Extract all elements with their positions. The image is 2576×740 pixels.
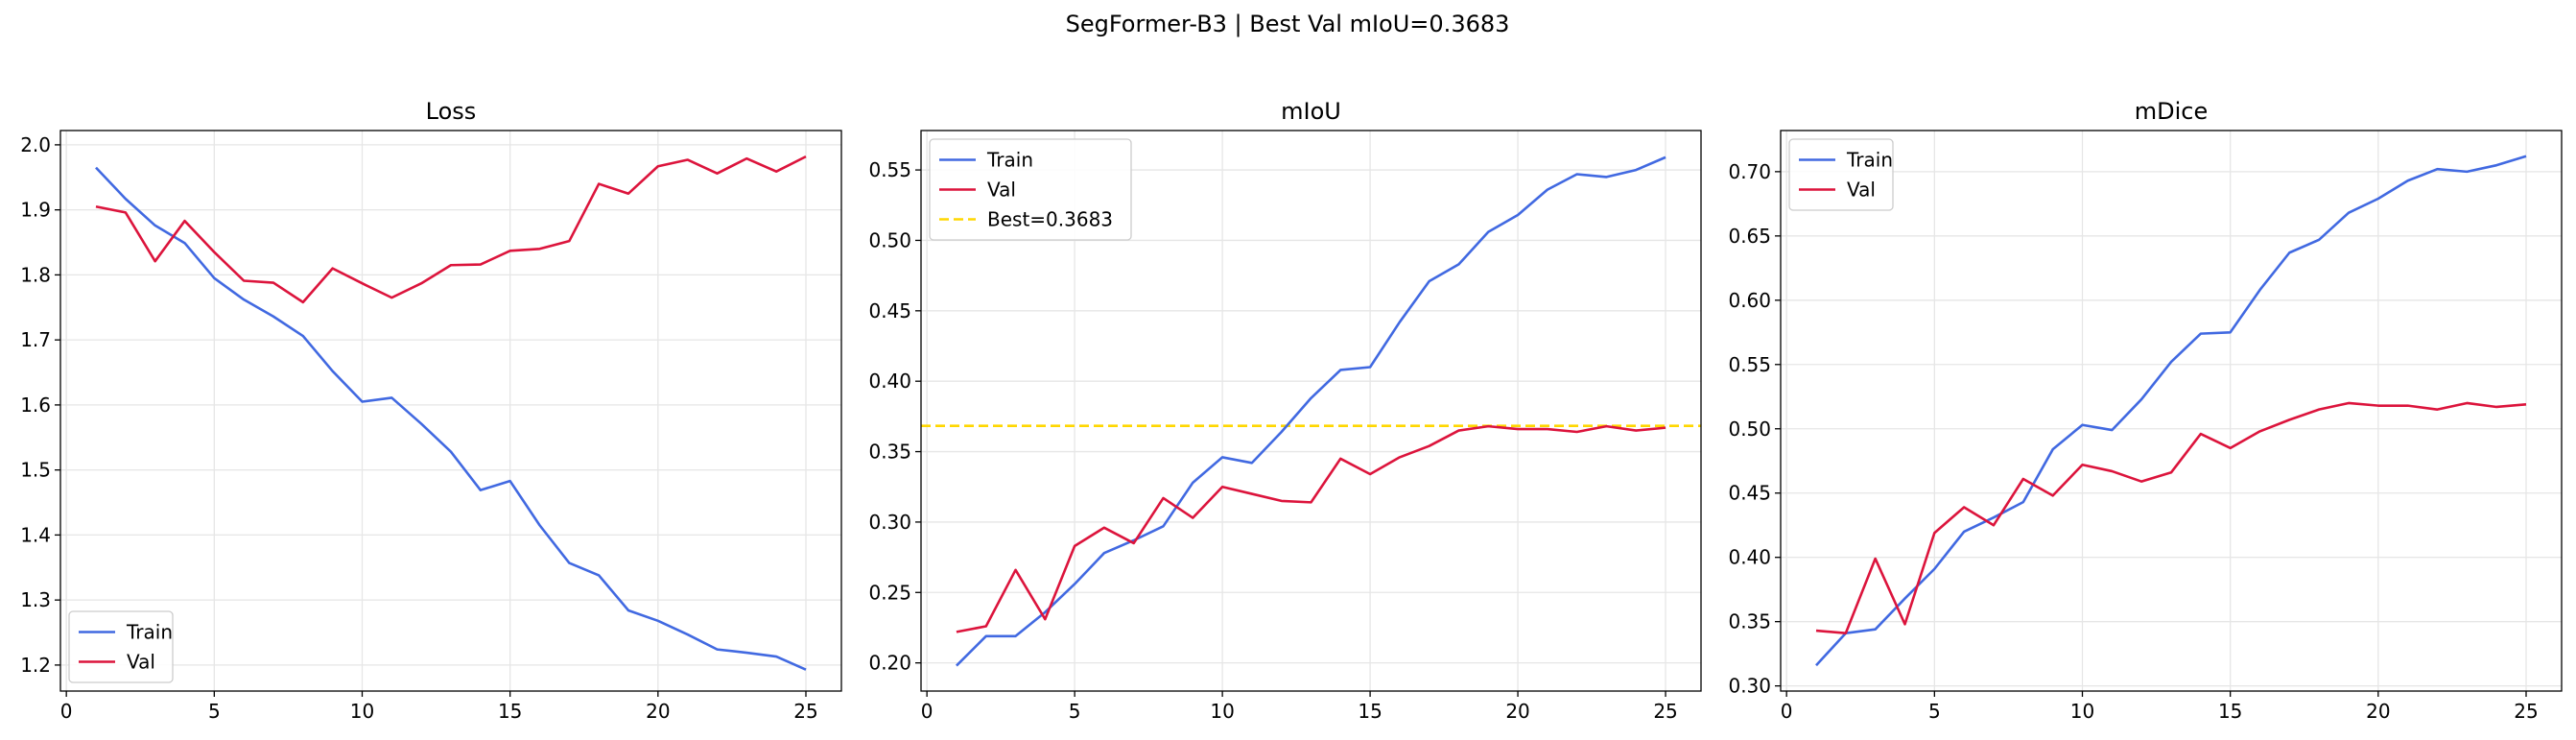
figure-title: SegFormer-B3 | Best Val mIoU=0.3683 [1066, 11, 1510, 37]
axes-frame [920, 130, 1702, 692]
series-line-val [956, 424, 1666, 633]
y-tick-label: 0.45 [1728, 482, 1771, 505]
x-tick-label: 20 [2366, 700, 2390, 723]
y-tick-label: 1.2 [20, 654, 51, 677]
legend-label: Train [1846, 149, 1893, 172]
y-tick-label: 0.60 [1728, 289, 1771, 312]
axes-frame [1780, 130, 2563, 692]
x-tick-label: 10 [350, 700, 374, 723]
y-tick-label: 0.35 [868, 441, 911, 464]
legend-label: Train [126, 621, 173, 644]
y-tick-label: 1.6 [20, 394, 51, 417]
x-tick-label: 10 [2070, 700, 2094, 723]
y-tick-label: 0.40 [868, 370, 911, 393]
legend-box [929, 138, 1132, 241]
x-tick-label: 0 [1781, 700, 1793, 723]
x-tick-label: 25 [2514, 700, 2538, 723]
panel-loss: 0 5 10 15 20 25 1.2 1.3 1.4 1.5 1.6 1.7 1.8 1.9 2.0 Los… [20, 98, 842, 723]
x-tick-label: 15 [1358, 700, 1382, 723]
x-tick-label: 25 [1653, 700, 1677, 723]
y-tick-label: 1.4 [20, 523, 51, 546]
y-tick-label: 0.50 [1728, 418, 1771, 441]
axes-frame [59, 130, 842, 692]
x-tick-label: 15 [498, 700, 522, 723]
y-tick-label: 0.65 [1728, 225, 1771, 248]
legend-label: Best=0.3683 [987, 208, 1113, 231]
y-tick-label: 1.5 [20, 459, 51, 482]
y-tick-label: 0.35 [1728, 610, 1771, 633]
series-line-train [956, 155, 1666, 667]
y-tick-label: 0.55 [868, 158, 911, 181]
series-line-val [95, 155, 807, 304]
series-line-val [1815, 401, 2527, 635]
panel-title: Loss [426, 98, 477, 125]
legend-label: Val [987, 179, 1016, 202]
y-tick-label: 0.70 [1728, 160, 1771, 183]
y-tick-label: 0.50 [868, 228, 911, 251]
x-tick-label: 15 [2218, 700, 2242, 723]
legend-label: Val [1847, 179, 1876, 202]
y-tick-label: 0.25 [868, 581, 911, 604]
legend: Train Val [68, 610, 174, 683]
panel-title: mDice [2135, 98, 2209, 125]
x-tick-label: 20 [646, 700, 670, 723]
panel-mdice: 0 5 10 15 20 25 0.30 0.35 0.40 0.45 0.50 0.55 0.60 0.… [1728, 98, 2563, 723]
legend-box [68, 610, 174, 683]
y-tick-label: 1.9 [20, 199, 51, 222]
legend-label: Train [986, 149, 1033, 172]
y-tick-label: 1.7 [20, 328, 51, 351]
y-tick-label: 0.45 [868, 299, 911, 322]
y-tick-label: 0.30 [1728, 675, 1771, 698]
x-tick-label: 5 [208, 700, 221, 723]
legend-box [1788, 138, 1894, 211]
y-tick-label: 0.40 [1728, 546, 1771, 569]
y-tick-label: 2.0 [20, 133, 51, 156]
x-tick-label: 20 [1505, 700, 1529, 723]
x-tick-label: 10 [1210, 700, 1234, 723]
x-tick-label: 0 [60, 700, 73, 723]
y-tick-label: 1.3 [20, 588, 51, 611]
y-tick-label: 1.8 [20, 263, 51, 286]
x-tick-label: 0 [921, 700, 934, 723]
y-tick-label: 0.20 [868, 652, 911, 675]
legend: Train Val [1788, 138, 1894, 211]
panel-title: mIoU [1281, 98, 1341, 125]
x-tick-label: 25 [793, 700, 817, 723]
y-tick-label: 0.30 [868, 511, 911, 534]
series-line-train [1815, 155, 2527, 667]
series-line-train [95, 166, 807, 671]
legend: Train Val Best=0.3683 [929, 138, 1132, 241]
legend-label: Val [127, 651, 155, 674]
x-tick-label: 5 [1928, 700, 1941, 723]
x-tick-label: 5 [1069, 700, 1081, 723]
y-tick-label: 0.55 [1728, 353, 1771, 376]
panel-miou: 0 5 10 15 20 25 0.20 0.25 0.30 0.35 0.40 0.45 0.50 0.… [868, 98, 1702, 723]
